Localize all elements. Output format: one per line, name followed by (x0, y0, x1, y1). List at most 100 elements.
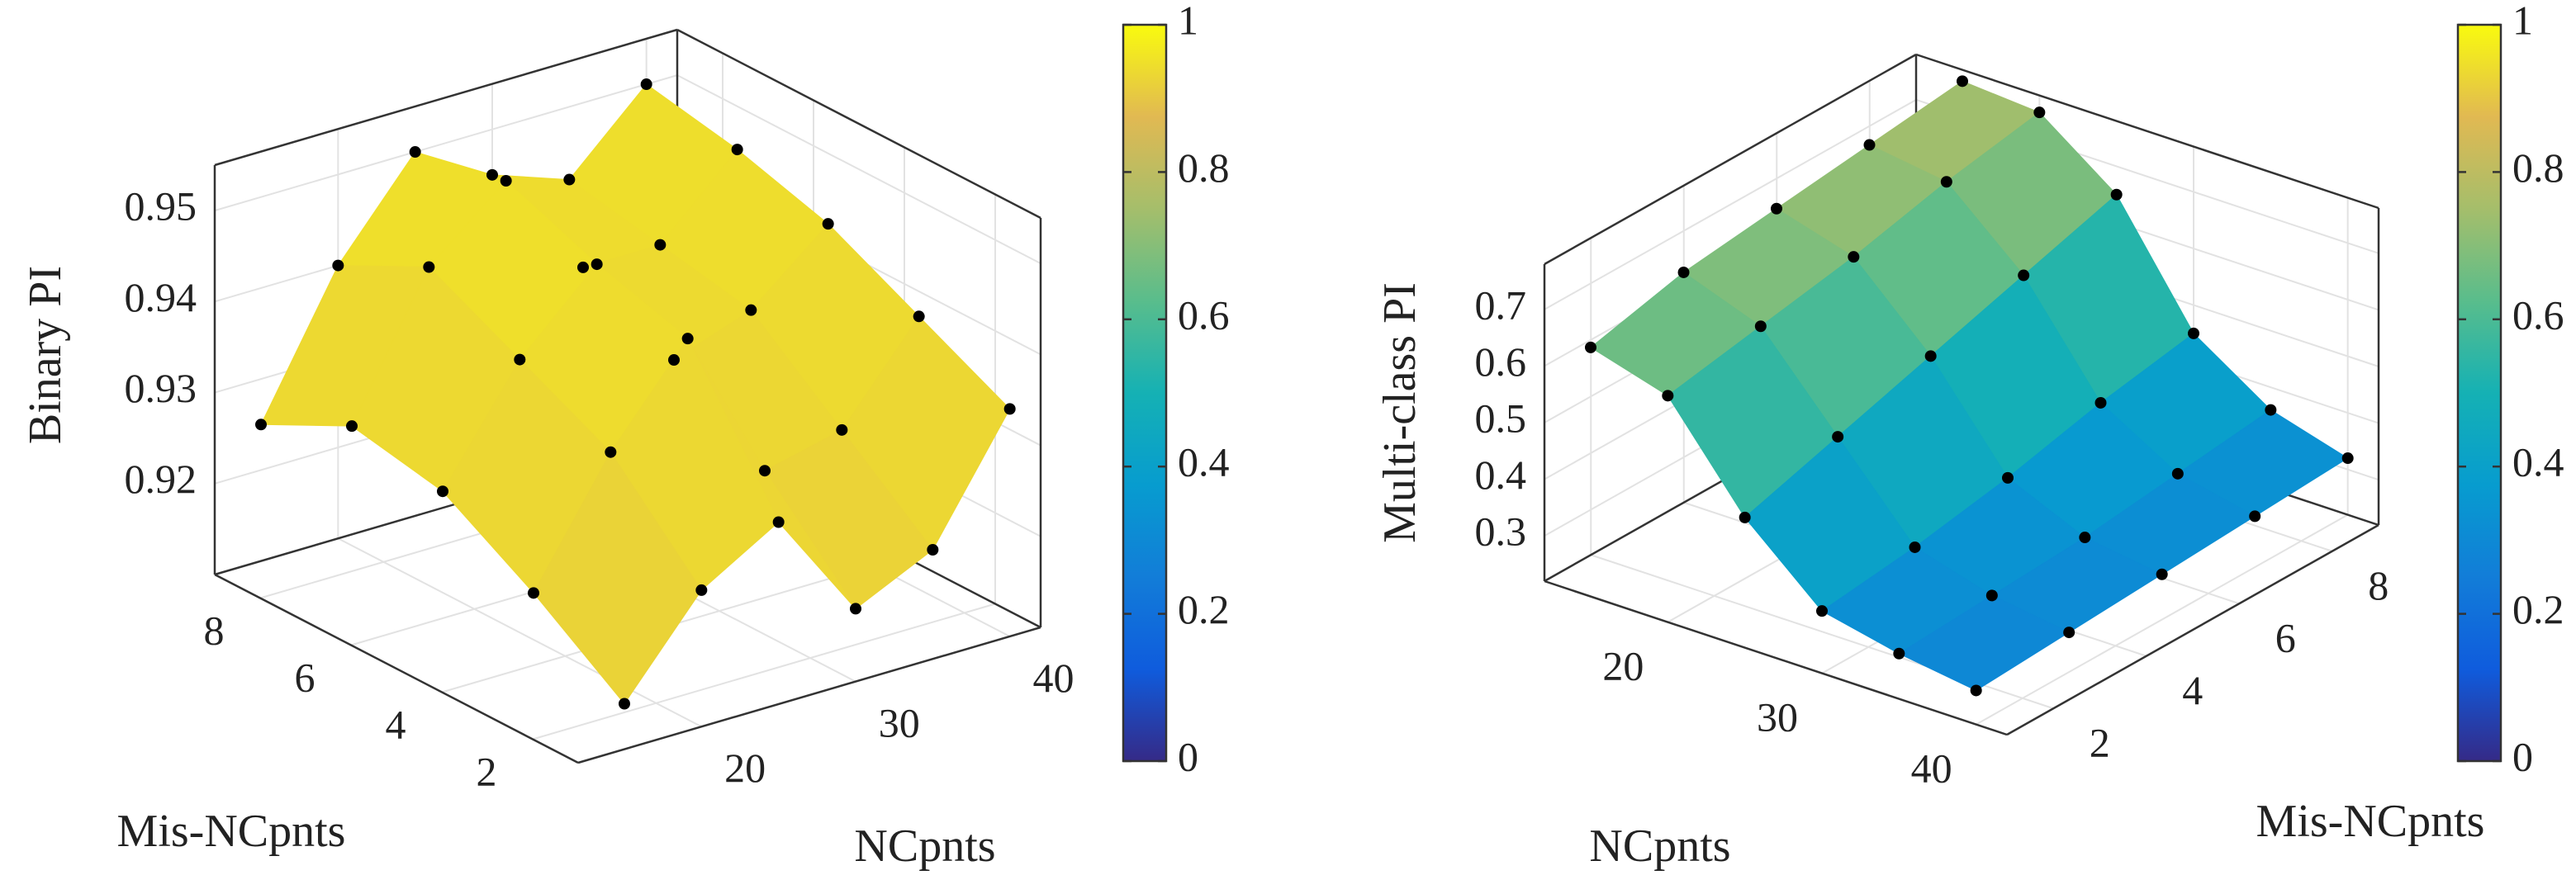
data-point (591, 258, 603, 271)
data-point (772, 516, 785, 528)
data-point (836, 423, 848, 436)
data-point (2018, 269, 2030, 281)
data-point (255, 419, 267, 431)
data-point (332, 259, 344, 272)
data-point (1003, 403, 1016, 415)
data-point (1940, 176, 1952, 188)
grid-line (676, 74, 1041, 264)
data-point (913, 310, 925, 323)
z-tick-label: 0.5 (1475, 395, 1527, 441)
y-tick-label: 6 (295, 654, 315, 700)
data-point (1585, 341, 1596, 353)
data-point (927, 544, 939, 556)
data-point (1863, 139, 1876, 151)
colorbar-tick-label: 1 (2512, 0, 2533, 43)
z-tick-label: 0.7 (1475, 281, 1527, 328)
data-point (654, 239, 667, 251)
y-tick-label: 4 (2182, 667, 2203, 713)
colorbar-tick-label: 0.6 (2512, 291, 2564, 338)
z-tick-label: 0.3 (1475, 508, 1527, 555)
x-tick-label: 30 (879, 699, 920, 745)
z-axis-label: Binary PI (20, 266, 71, 444)
data-point (346, 420, 358, 433)
y-tick-label: 8 (2368, 562, 2389, 608)
data-point (745, 304, 757, 316)
z-tick-label: 0.4 (1475, 452, 1527, 498)
y-axis-label: Mis-NCpnts (117, 806, 346, 857)
data-point (1893, 647, 1905, 660)
colorbar-tick-label: 0.2 (2512, 586, 2564, 632)
x-axis-label: NCpnts (1589, 821, 1730, 872)
grid-line (337, 537, 702, 728)
data-point (2249, 510, 2261, 523)
data-point (2063, 627, 2076, 639)
data-point (681, 333, 694, 345)
axis-box (1915, 53, 2379, 210)
data-point (563, 173, 576, 186)
colorbar-tick-label: 0.4 (1178, 439, 1230, 485)
x-axis-label: NCpnts (854, 821, 995, 872)
x-tick-label: 30 (1757, 694, 1798, 740)
z-tick-label: 0.94 (125, 274, 197, 320)
data-point (409, 146, 421, 158)
data-point (1816, 605, 1828, 617)
y-tick-label: 6 (2275, 614, 2296, 660)
data-point (2265, 404, 2277, 416)
data-point (2079, 532, 2091, 544)
axis-box (214, 28, 678, 167)
colorbar-tick-label: 0 (1178, 733, 1198, 779)
data-point (2341, 452, 2354, 465)
data-point (1848, 251, 1860, 263)
data-point (2110, 188, 2123, 201)
data-point (1754, 320, 1767, 333)
data-point (1771, 202, 1782, 215)
data-point (731, 144, 743, 156)
data-point (822, 218, 834, 230)
data-point (423, 261, 435, 273)
data-point (1924, 350, 1937, 362)
colorbar-tick-label: 0.2 (1178, 586, 1230, 632)
data-point (668, 354, 680, 367)
axis-box (214, 573, 579, 764)
data-point (528, 587, 539, 599)
y-tick-label: 2 (477, 748, 497, 794)
data-point (1662, 390, 1674, 402)
data-point (1985, 589, 1998, 602)
x-tick-label: 20 (724, 745, 766, 791)
data-point (2033, 106, 2046, 119)
grid-line (1976, 513, 2349, 726)
colorbar-tick-label: 0.4 (2512, 439, 2564, 485)
x-tick-label: 40 (1032, 655, 1074, 701)
y-axis-label: Mis-NCpnts (2256, 796, 2485, 847)
z-axis-label: Multi-class PI (1374, 282, 1426, 543)
data-point (2156, 568, 2168, 580)
data-point (514, 353, 526, 366)
data-point (640, 78, 652, 91)
x-tick-label: 40 (1911, 745, 1952, 792)
data-point (605, 446, 617, 458)
colorbar-tick-label: 1 (1178, 0, 1198, 43)
grid-line (214, 74, 678, 212)
colorbar-tick-label: 0.8 (1178, 144, 1230, 191)
y-tick-label: 2 (2090, 719, 2110, 765)
data-point (2094, 396, 2107, 409)
colorbar (2456, 23, 2502, 763)
z-tick-label: 0.6 (1475, 338, 1527, 385)
data-point (1957, 75, 1968, 88)
data-point (1739, 511, 1751, 523)
axis-box (1544, 579, 2008, 736)
y-tick-label: 8 (204, 607, 225, 653)
data-point (500, 175, 512, 187)
z-tick-label: 0.93 (125, 365, 197, 411)
data-point (577, 261, 589, 273)
colorbar-tick-label: 0.6 (1178, 291, 1230, 338)
axis-box (676, 28, 1041, 220)
data-point (850, 603, 861, 615)
data-point (2188, 327, 2199, 339)
data-point (2171, 467, 2184, 480)
z-tick-label: 0.92 (125, 456, 197, 502)
axis-box (2006, 523, 2379, 736)
data-point (1677, 266, 1690, 278)
data-point (759, 465, 771, 477)
